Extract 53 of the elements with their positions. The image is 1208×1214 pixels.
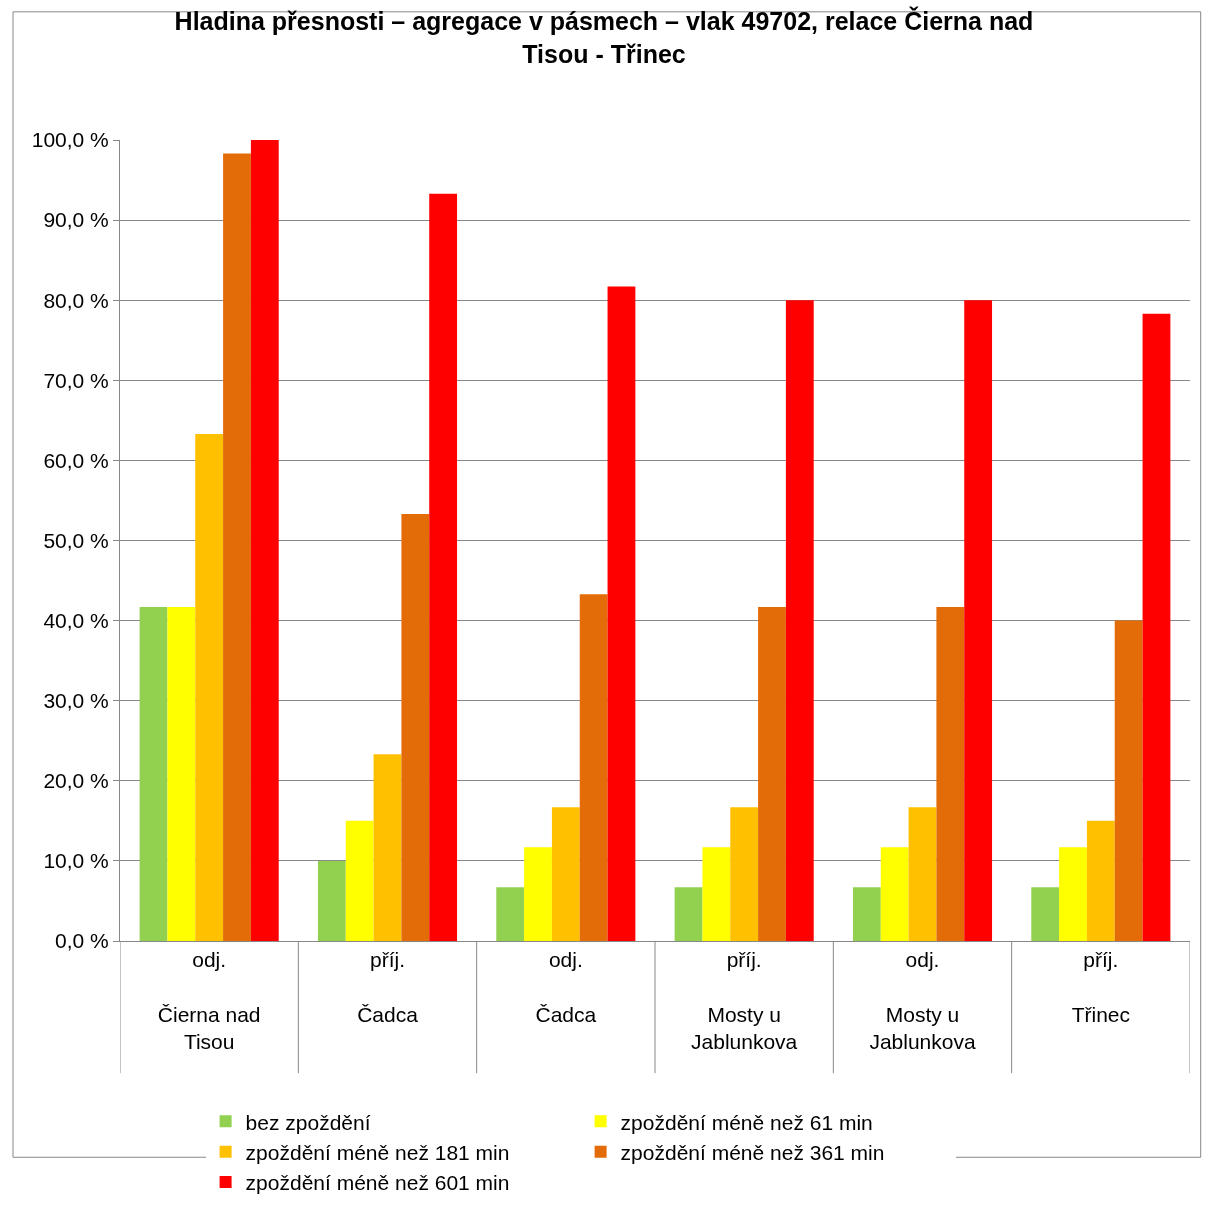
bar bbox=[674, 887, 703, 941]
bar bbox=[373, 754, 402, 941]
category-label: odj. Čierna nad Tisou bbox=[157, 948, 261, 1054]
bar bbox=[1114, 620, 1143, 941]
bar bbox=[401, 514, 430, 941]
chart-title: Hladina přesnosti – agregace v pásmech – vlak 49702, relace Čierna nad Tisou - Třinec bbox=[174, 6, 1034, 68]
legend-label: zpoždění méně než 361 min bbox=[620, 1140, 885, 1164]
y-tick-label: 90,0 % bbox=[43, 208, 109, 232]
category-label: odj. Mosty u Jablunkova bbox=[869, 948, 976, 1054]
bar bbox=[579, 594, 608, 941]
bar bbox=[345, 820, 374, 941]
bar bbox=[852, 887, 881, 941]
legend-label: zpoždění méně než 601 min bbox=[245, 1171, 510, 1195]
bar bbox=[1059, 847, 1087, 941]
y-tick-label: 100,0 % bbox=[31, 128, 109, 152]
bar bbox=[964, 300, 993, 941]
bar bbox=[702, 847, 731, 941]
category-label: příj. Čadca bbox=[357, 948, 418, 1026]
y-tick-label: 70,0 % bbox=[43, 368, 109, 392]
bar bbox=[167, 606, 196, 941]
y-tick-label: 80,0 % bbox=[43, 288, 109, 312]
bar bbox=[496, 887, 525, 941]
y-tick-label: 0,0 % bbox=[55, 929, 109, 953]
bar bbox=[551, 807, 580, 941]
y-tick-label: 10,0 % bbox=[43, 849, 109, 873]
bar bbox=[250, 140, 279, 941]
legend-label: zpoždění méně než 181 min bbox=[245, 1140, 510, 1164]
category-label: příj. Mosty u Jablunkova bbox=[691, 948, 798, 1054]
legend-label: bez zpoždění bbox=[245, 1110, 371, 1134]
bar bbox=[1031, 887, 1060, 941]
bar bbox=[223, 153, 251, 941]
y-tick-label: 20,0 % bbox=[43, 769, 109, 793]
bar bbox=[730, 807, 759, 941]
bar bbox=[758, 606, 786, 941]
bar bbox=[936, 606, 965, 941]
bar bbox=[880, 847, 909, 941]
bar bbox=[429, 193, 458, 941]
y-tick-label: 30,0 % bbox=[43, 689, 109, 713]
bar bbox=[1142, 313, 1171, 941]
y-tick-label: 40,0 % bbox=[43, 608, 109, 632]
category-label: příj. Třinec bbox=[1071, 948, 1131, 1026]
y-tick-label: 60,0 % bbox=[43, 448, 109, 472]
legend-label: zpoždění méně než 61 min bbox=[620, 1110, 873, 1134]
bar bbox=[1086, 820, 1115, 941]
category-label: odj. Čadca bbox=[535, 948, 597, 1026]
bar bbox=[607, 286, 636, 941]
bar bbox=[524, 847, 552, 941]
y-tick-label: 50,0 % bbox=[43, 528, 109, 552]
bar bbox=[139, 606, 168, 941]
bar bbox=[195, 433, 224, 941]
bar bbox=[317, 860, 346, 941]
bar bbox=[908, 807, 937, 941]
bar bbox=[785, 300, 814, 941]
